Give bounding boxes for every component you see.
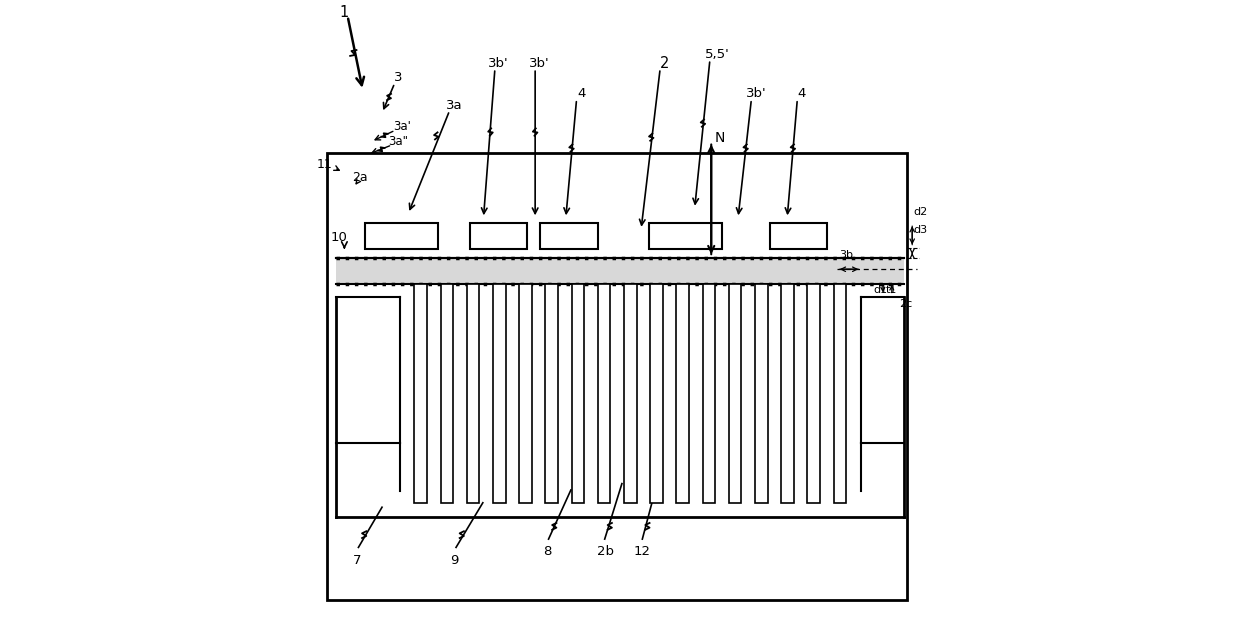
Text: 3b': 3b' xyxy=(745,87,766,100)
Bar xyxy=(770,223,827,249)
Bar xyxy=(440,284,453,503)
Text: 3: 3 xyxy=(394,71,402,84)
Text: 1: 1 xyxy=(339,5,348,20)
Text: 2c: 2c xyxy=(899,299,913,309)
Bar xyxy=(729,284,742,503)
Text: 2a: 2a xyxy=(352,171,367,184)
Text: 9: 9 xyxy=(450,554,459,567)
Bar xyxy=(624,284,636,503)
Text: d2: d2 xyxy=(914,207,928,217)
Bar xyxy=(494,284,506,503)
Bar xyxy=(470,223,527,249)
Bar xyxy=(781,284,794,503)
Text: 3a': 3a' xyxy=(393,121,410,133)
Bar xyxy=(649,223,722,249)
Bar xyxy=(365,223,438,249)
Bar xyxy=(676,284,689,503)
Bar xyxy=(833,284,846,503)
Bar xyxy=(572,284,584,503)
Text: 8: 8 xyxy=(543,545,552,558)
Text: 3b': 3b' xyxy=(489,57,510,70)
Text: 4: 4 xyxy=(578,87,587,100)
Text: d1: d1 xyxy=(873,285,888,295)
Bar xyxy=(541,223,598,249)
Text: 11: 11 xyxy=(316,158,332,171)
Text: 12: 12 xyxy=(634,545,651,558)
Text: 7: 7 xyxy=(353,554,361,567)
Bar xyxy=(807,284,820,503)
Text: 3a": 3a" xyxy=(388,135,409,148)
Text: 2: 2 xyxy=(660,56,670,71)
Bar xyxy=(414,284,427,503)
Text: 4: 4 xyxy=(797,87,806,100)
Bar xyxy=(650,284,662,503)
Text: t1: t1 xyxy=(887,285,898,295)
Text: N: N xyxy=(715,131,725,145)
Bar xyxy=(466,284,480,503)
Text: 2b: 2b xyxy=(596,545,614,558)
Text: 10: 10 xyxy=(331,232,347,244)
Text: d3: d3 xyxy=(914,225,928,235)
Text: 3b: 3b xyxy=(839,250,853,260)
Bar xyxy=(598,284,610,503)
Text: 3a: 3a xyxy=(446,99,463,112)
Bar xyxy=(755,284,768,503)
Bar xyxy=(546,284,558,503)
Bar xyxy=(336,258,904,284)
Bar xyxy=(703,284,715,503)
Text: 3b': 3b' xyxy=(529,57,549,70)
Bar xyxy=(520,284,532,503)
Text: 5,5': 5,5' xyxy=(704,48,729,61)
Bar xyxy=(326,153,908,600)
